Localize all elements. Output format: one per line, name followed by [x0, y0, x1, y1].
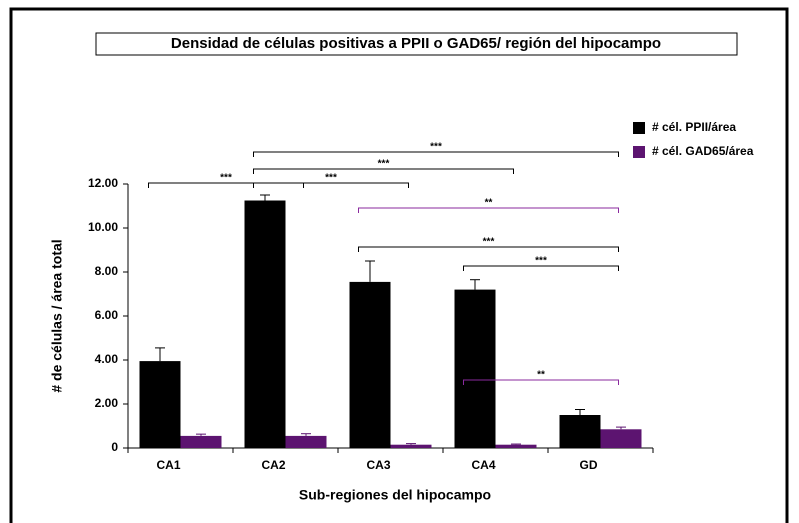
x-tick-label: GD	[580, 458, 598, 472]
bar	[495, 444, 537, 448]
legend-swatch	[633, 146, 645, 158]
y-axis-label: # de células / área total	[49, 239, 65, 392]
bar	[244, 200, 286, 448]
legend-label: # cél. GAD65/área	[652, 144, 754, 158]
legend-swatch	[633, 122, 645, 134]
x-tick-label: CA4	[471, 458, 495, 472]
bar	[285, 435, 327, 448]
significance-bracket	[253, 151, 619, 157]
frame	[9, 7, 789, 523]
x-tick-label: CA3	[366, 458, 390, 472]
significance-label: ***	[430, 142, 442, 153]
chart-title: Densidad de células positivas a PPII o G…	[171, 35, 661, 52]
legend-label: # cél. PPII/área	[652, 120, 736, 134]
y-tick-label: 6.00	[95, 308, 119, 322]
significance-label: ***	[325, 173, 337, 184]
x-tick-label: CA1	[156, 458, 180, 472]
significance-label: ***	[483, 237, 495, 248]
significance-bracket	[358, 207, 619, 213]
bar	[559, 415, 601, 448]
bar	[349, 281, 391, 448]
y-tick-label: 12.00	[88, 176, 118, 190]
y-tick-label: 8.00	[95, 264, 119, 278]
y-tick-label: 4.00	[95, 352, 119, 366]
significance-label: **	[537, 370, 545, 381]
y-tick-label: 10.00	[88, 220, 118, 234]
significance-bracket	[358, 246, 619, 252]
bar	[600, 429, 642, 448]
x-tick-label: CA2	[261, 458, 285, 472]
bar	[454, 289, 496, 448]
significance-bracket	[463, 379, 619, 385]
significance-bracket	[148, 182, 304, 188]
significance-label: ***	[535, 256, 547, 267]
significance-bracket	[463, 265, 619, 271]
significance-label: **	[485, 198, 493, 209]
title-box	[95, 32, 738, 56]
y-tick-label: 2.00	[95, 396, 119, 410]
bar	[390, 444, 432, 448]
significance-label: ***	[378, 159, 390, 170]
y-tick-label: 0	[111, 440, 118, 454]
significance-bracket	[253, 168, 514, 174]
significance-bracket	[253, 182, 409, 188]
x-axis-label: Sub-regiones del hipocampo	[299, 487, 491, 503]
bar	[139, 361, 181, 448]
bar	[180, 435, 222, 448]
significance-label: ***	[220, 173, 232, 184]
